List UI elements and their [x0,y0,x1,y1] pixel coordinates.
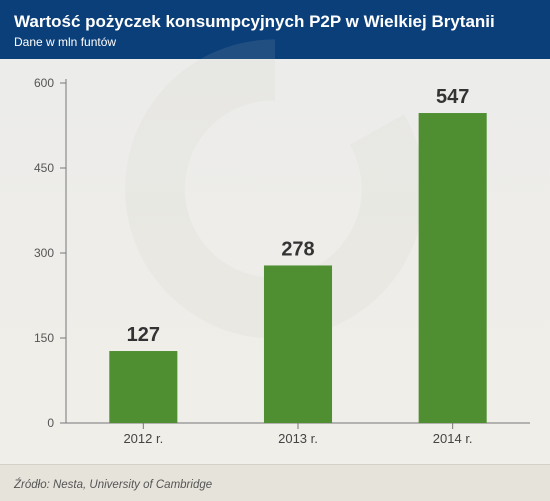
bar [264,266,332,424]
y-tick-label: 300 [34,246,54,260]
bar [419,113,487,423]
bar-value-label: 547 [436,86,469,108]
bar [109,351,177,423]
chart-title: Wartość pożyczek konsumpcyjnych P2P w Wi… [14,11,536,33]
bar-value-label: 127 [127,324,160,346]
chart-svg: 0 150 300 450 600 127 2012 r. 278 2013 r. 547 2014… [0,59,550,461]
source-text: Źródło: Nesta, University of Cambridge [14,479,212,491]
y-tick-label: 0 [47,416,54,430]
chart-subtitle: Dane w mln funtów [14,35,536,49]
chart-container: Wartość pożyczek konsumpcyjnych P2P w Wi… [0,0,550,501]
chart-footer: Źródło: Nesta, University of Cambridge [0,464,550,501]
category-label: 2014 r. [433,431,473,446]
category-label: 2013 r. [278,431,318,446]
y-tick-label: 450 [34,161,54,175]
y-tick-label: 150 [34,331,54,345]
plot-area: 0 150 300 450 600 127 2012 r. 278 2013 r. 547 2014… [0,59,550,461]
chart-header: Wartość pożyczek konsumpcyjnych P2P w Wi… [0,0,550,59]
category-label: 2012 r. [123,431,163,446]
y-tick-label: 600 [34,76,54,90]
bar-value-label: 278 [281,239,314,261]
